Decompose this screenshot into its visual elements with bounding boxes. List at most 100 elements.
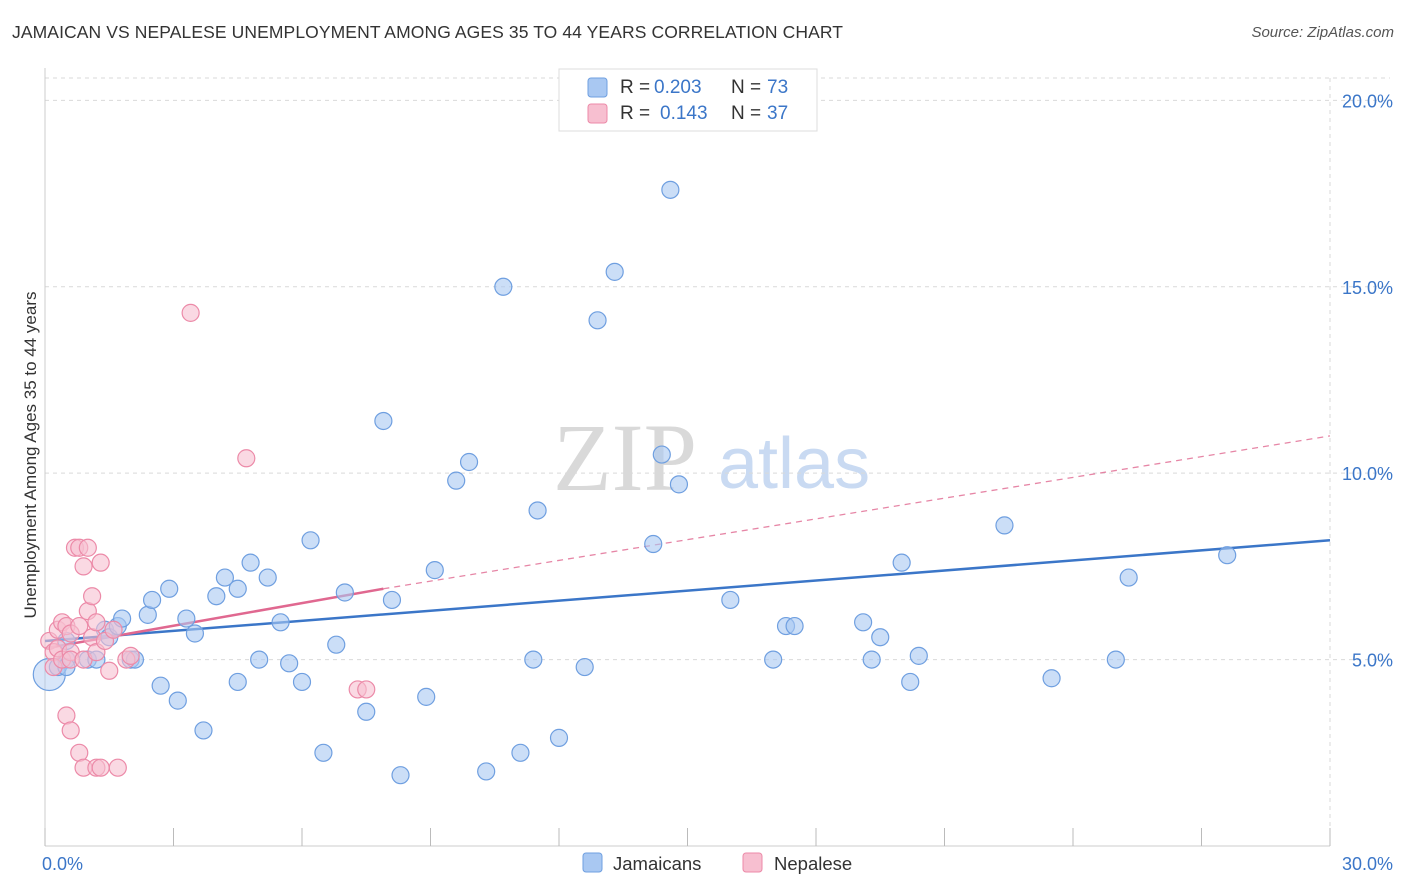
point-nepalese-25 [87,613,106,632]
point-jamaicans-25 [241,553,260,572]
point-jamaicans-67 [1042,669,1061,688]
chart-title: JAMAICAN VS NEPALESE UNEMPLOYMENT AMONG … [12,22,844,42]
grid-lines [45,77,1390,846]
source-credit: Source: ZipAtlas.com [1251,24,1394,41]
point-nepalese-36 [237,449,256,468]
point-nepalese-30 [100,661,119,680]
point-jamaicans-13 [138,605,157,624]
point-jamaicans-52 [644,534,663,554]
point-jamaicans-60 [854,613,873,632]
point-jamaicans-14 [142,590,162,610]
point-jamaicans-48 [549,728,569,747]
series-legend-label-jamaicans: Jamaicans [613,853,701,874]
point-jamaicans-40 [425,561,444,580]
point-jamaicans-20 [194,721,213,740]
point-jamaicans-15 [151,676,170,695]
series-legend: Jamaicans Nepalese [582,852,852,874]
point-jamaicans-33 [327,635,346,654]
stats-legend: R = 0.203 N = 73 R = 0.143 N = 37 [558,68,818,132]
point-jamaicans-38 [391,766,410,785]
point-nepalese-22 [83,587,102,606]
point-jamaicans-69 [1119,568,1138,587]
y-axis-label: Unemployment Among Ages 35 to 44 years [21,292,40,619]
point-jamaicans-16 [160,579,179,598]
point-nepalese-17 [74,557,93,576]
x-tick-label-min: 0.0% [42,854,83,874]
point-nepalese-32 [108,758,127,777]
point-jamaicans-53 [652,445,671,464]
series-legend-swatch-nepalese [742,852,763,873]
y-tick-label-15: 15.0% [1342,278,1393,298]
point-jamaicans-34 [335,583,354,602]
point-jamaicans-49 [575,657,594,677]
point-jamaicans-21 [207,587,226,606]
trend-line-nepalese-extension [383,435,1331,590]
point-nepalese-7 [57,706,76,725]
point-jamaicans-24 [228,672,247,692]
point-jamaicans-27 [258,568,277,587]
point-jamaicans-63 [892,553,911,572]
legend-swatch-nepalese [587,103,608,124]
point-jamaicans-61 [862,650,881,669]
point-jamaicans-46 [524,650,543,669]
point-jamaicans-28 [271,613,290,632]
watermark-zip: ZIP [553,404,697,511]
point-jamaicans-17 [168,691,187,710]
point-jamaicans-36 [374,411,393,431]
point-jamaicans-41 [447,471,466,490]
point-nepalese-38 [357,680,376,699]
y-tick-label-5: 5.0% [1352,651,1393,671]
point-jamaicans-39 [417,687,436,706]
point-jamaicans-42 [459,452,479,472]
point-jamaicans-35 [357,702,376,721]
point-jamaicans-55 [669,475,689,494]
point-jamaicans-32 [314,743,333,762]
point-jamaicans-37 [382,590,402,610]
legend-r-label-2: R = [620,103,650,124]
point-nepalese-34 [121,646,140,665]
point-nepalese-14 [70,616,89,636]
legend-r-label-1: R = [620,77,650,98]
point-jamaicans-64 [901,672,920,692]
point-nepalese-31 [104,620,123,639]
point-nepalese-27 [91,553,110,572]
axis-ticks [44,828,1331,846]
point-jamaicans-23 [228,579,247,598]
point-nepalese-20 [78,538,97,557]
point-jamaicans-31 [301,531,320,550]
point-jamaicans-65 [909,646,928,665]
series-nepalese-points [40,303,376,777]
point-jamaicans-56 [721,590,740,610]
point-jamaicans-18 [177,609,196,628]
point-jamaicans-26 [250,650,269,669]
x-tick-label-max: 30.0% [1342,854,1393,874]
legend-n-value-2: 37 [767,103,788,124]
point-nepalese-35 [181,303,200,322]
legend-r-value-1: 0.203 [654,77,702,98]
axis-tick-labels: 5.0% 10.0% 15.0% 20.0% 0.0% 30.0% [42,91,1393,874]
legend-swatch-jamaicans [587,77,608,98]
point-jamaicans-51 [605,262,624,281]
legend-n-value-1: 73 [767,77,788,98]
watermark-atlas: atlas [718,424,870,504]
point-jamaicans-68 [1106,650,1125,669]
y-tick-label-10: 10.0% [1342,464,1393,484]
point-nepalese-28 [91,758,110,777]
point-jamaicans-19 [185,624,205,643]
point-jamaicans-66 [995,516,1014,535]
point-jamaicans-54 [661,180,680,199]
point-jamaicans-29 [280,654,299,673]
point-jamaicans-59 [785,616,804,636]
series-jamaicans-points [32,180,1237,785]
y-tick-label-20: 20.0% [1342,91,1393,111]
legend-n-label-1: N = [731,77,761,98]
point-jamaicans-44 [494,277,513,296]
point-jamaicans-62 [871,628,890,647]
point-jamaicans-50 [588,311,607,330]
legend-r-value-2: 0.143 [660,103,708,124]
point-jamaicans-70 [1218,546,1237,565]
trend-line-jamaicans [44,539,1331,643]
legend-n-label-2: N = [731,103,761,124]
point-jamaicans-30 [292,672,312,692]
point-jamaicans-22 [215,568,234,587]
